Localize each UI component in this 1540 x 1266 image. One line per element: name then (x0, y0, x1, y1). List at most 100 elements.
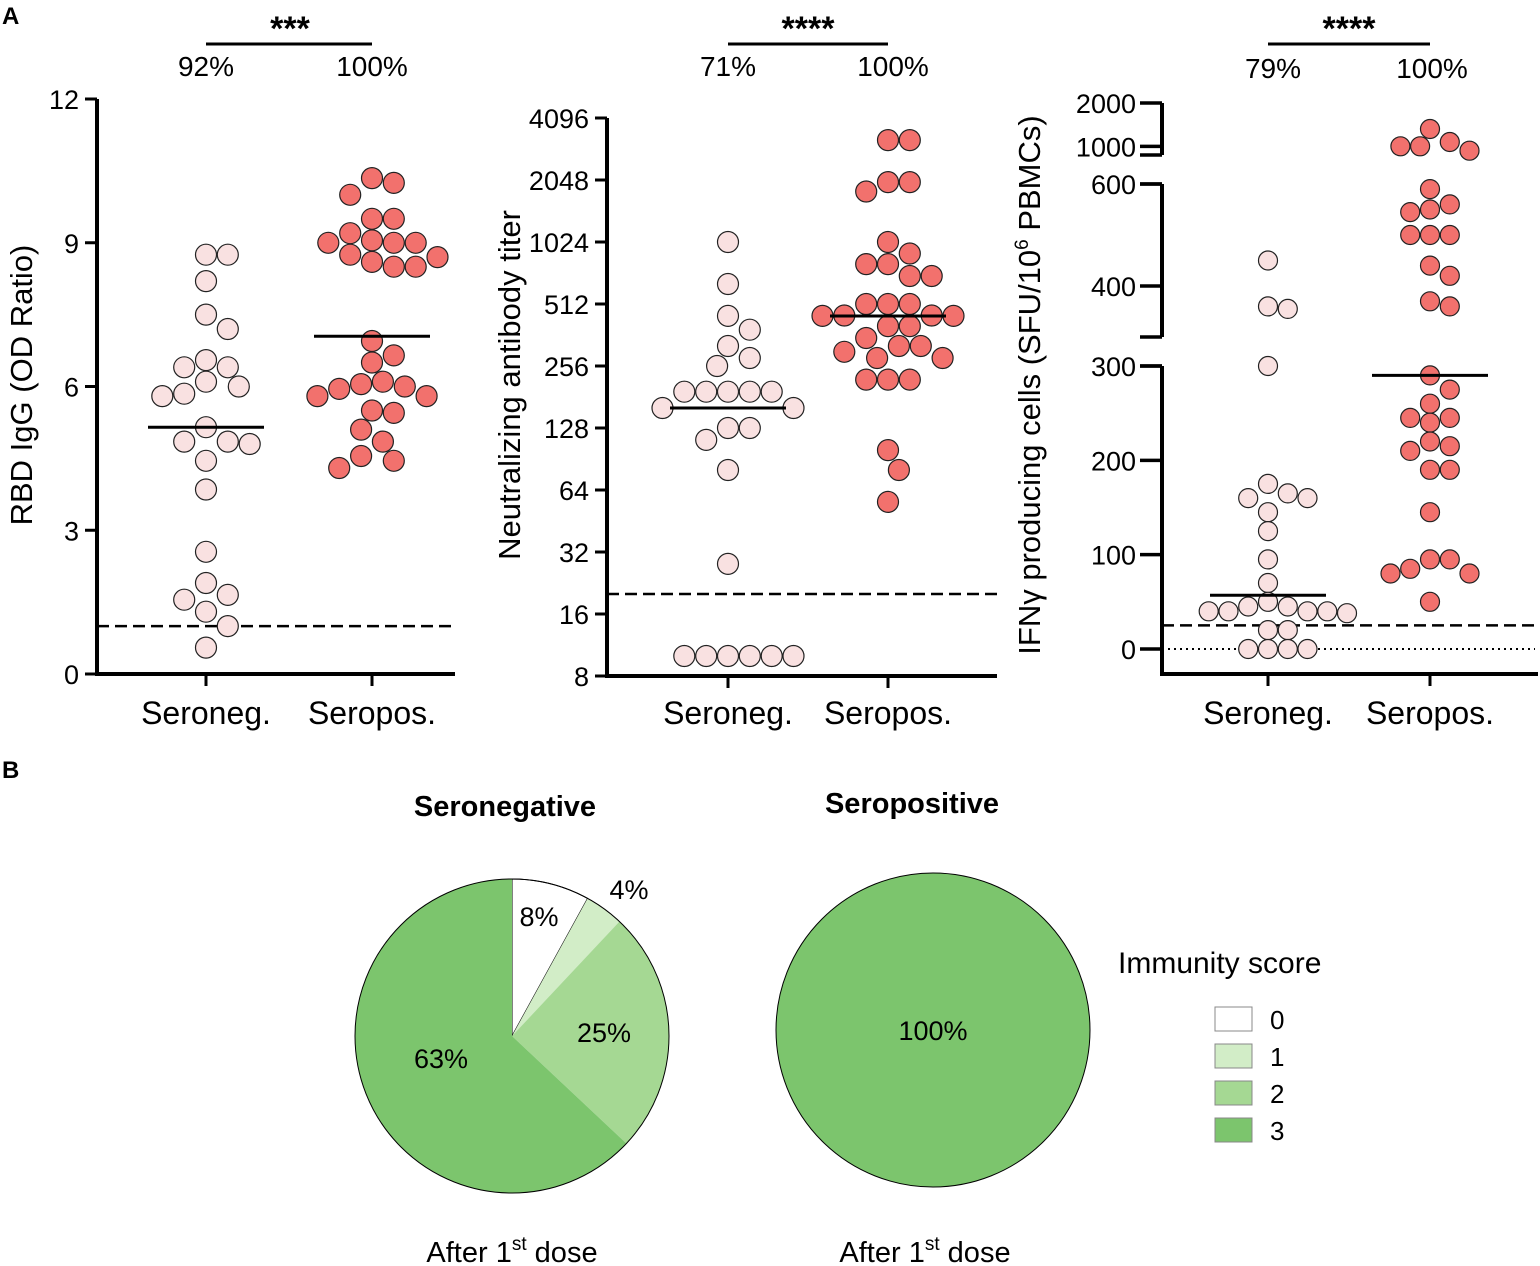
data-point-seroneg (1257, 520, 1279, 542)
data-point-seroneg (1277, 298, 1298, 319)
data-point-seropos (1419, 199, 1441, 220)
y-tick-label: 100 (1091, 541, 1136, 571)
data-point-seroneg (716, 552, 740, 576)
data-point-seroneg (1317, 601, 1338, 622)
category-label-seropos: Seropos. (308, 695, 436, 731)
data-point-seroneg (1277, 638, 1298, 660)
data-point-seropos (1400, 440, 1421, 461)
data-point-seropos (350, 444, 373, 468)
data-point-seroneg (738, 346, 761, 370)
data-point-seropos (855, 180, 878, 203)
data-point-seroneg (216, 243, 239, 266)
data-point-seroneg (194, 270, 218, 293)
data-point-seropos (415, 385, 438, 408)
data-point-seropos (360, 329, 384, 353)
pie-caption-sup: st (925, 1234, 941, 1255)
data-point-seropos (393, 375, 416, 398)
percent-label-seroneg: 71% (700, 51, 756, 82)
legend-label-score-3: 3 (1270, 1116, 1284, 1146)
data-point-seroneg (716, 304, 740, 327)
chart-rbd-igg: RBD IgG (OD Ratio) *** 92% 100% Seroneg.… (4, 10, 455, 731)
y-tick-label: 0 (64, 660, 79, 690)
y-tick-label: 16 (559, 600, 589, 630)
data-point-seropos (855, 326, 878, 350)
y-axis-label-sup: 6 (1012, 239, 1033, 250)
data-point-seroneg (738, 318, 761, 341)
pie-slice-label: 4% (609, 875, 648, 905)
category-label-seropos: Seropos. (824, 695, 952, 731)
percent-label-seroneg: 92% (178, 51, 234, 82)
significance-stars: **** (1323, 10, 1377, 48)
data-point-seropos (339, 183, 362, 206)
data-point-seroneg (173, 356, 196, 379)
data-point-seroneg (194, 600, 218, 623)
y-tick-label: 1000 (1076, 132, 1136, 162)
data-point-seroneg (738, 644, 761, 668)
data-point-seropos (1400, 407, 1421, 428)
data-point-seropos (898, 315, 921, 338)
data-point-seropos (876, 439, 900, 462)
data-point-seropos (1439, 436, 1460, 457)
data-point-seroneg (216, 614, 239, 638)
data-point-seroneg (1257, 619, 1279, 641)
data-point-seroneg (673, 380, 696, 403)
y-tick-label: 400 (1091, 272, 1136, 302)
data-point-seroneg (716, 380, 740, 403)
data-point-seroneg (1277, 483, 1298, 504)
y-tick-label: 128 (544, 414, 589, 444)
data-point-seroneg (216, 583, 239, 607)
data-point-seropos (1419, 412, 1441, 433)
y-tick-label: 32 (559, 538, 589, 568)
data-point-seropos (865, 346, 889, 370)
pie-caption-prefix: After 1 (426, 1237, 511, 1266)
data-point-seroneg (216, 356, 239, 379)
significance-stars: **** (782, 10, 836, 48)
data-point-seroneg (216, 430, 239, 453)
data-point-seropos (898, 368, 921, 391)
y-tick-label: 8 (574, 662, 589, 692)
percent-label-seroneg: 79% (1245, 53, 1301, 84)
data-point-seropos (887, 334, 911, 358)
data-point-seroneg (716, 416, 740, 440)
data-point-seropos (1419, 431, 1441, 452)
data-point-seroneg (194, 303, 218, 326)
data-point-seropos (1400, 558, 1421, 579)
data-point-seropos (1419, 549, 1441, 570)
y-tick-label: 9 (64, 229, 79, 259)
data-point-seroneg (716, 272, 740, 296)
pie-slice-score-1 (512, 898, 620, 1036)
data-point-seroneg (194, 370, 218, 393)
legend-swatch-score-3 (1214, 1117, 1253, 1143)
data-point-seroneg (673, 644, 696, 668)
pie-outline (354, 878, 670, 1194)
y-tick-label: 64 (559, 476, 589, 506)
legend-label-score-0: 0 (1270, 1005, 1284, 1035)
data-point-seroneg (695, 644, 718, 668)
data-point-seroneg (1198, 601, 1219, 622)
percent-label-seropos: 100% (857, 51, 929, 82)
data-point-seropos (404, 231, 427, 254)
data-point-seropos (855, 368, 878, 391)
data-point-seroneg (651, 396, 674, 420)
data-point-seropos (876, 171, 900, 194)
category-label-seroneg: Seroneg. (663, 695, 793, 731)
data-point-seropos (942, 304, 965, 327)
data-point-seropos (931, 346, 954, 370)
data-point-seropos (876, 490, 900, 513)
data-point-seroneg (1277, 596, 1298, 617)
data-point-seropos (898, 129, 921, 152)
pie-caption-sup: st (512, 1234, 528, 1255)
data-point-seroneg (1238, 596, 1259, 617)
data-point-seropos (1419, 255, 1441, 276)
data-point-seropos (898, 171, 921, 194)
pie-caption: After 1st dose (426, 1234, 597, 1266)
data-point-seropos (360, 167, 384, 190)
data-point-seroneg (1297, 488, 1318, 509)
y-axis-label: Neutralizing antibody titer (492, 210, 527, 560)
data-point-seropos (1380, 563, 1401, 584)
data-point-seropos (1400, 202, 1421, 223)
data-point-seroneg (194, 540, 218, 563)
panel-label-a: A (2, 3, 19, 30)
data-point-seropos (876, 368, 900, 391)
data-point-seroneg (760, 644, 783, 668)
